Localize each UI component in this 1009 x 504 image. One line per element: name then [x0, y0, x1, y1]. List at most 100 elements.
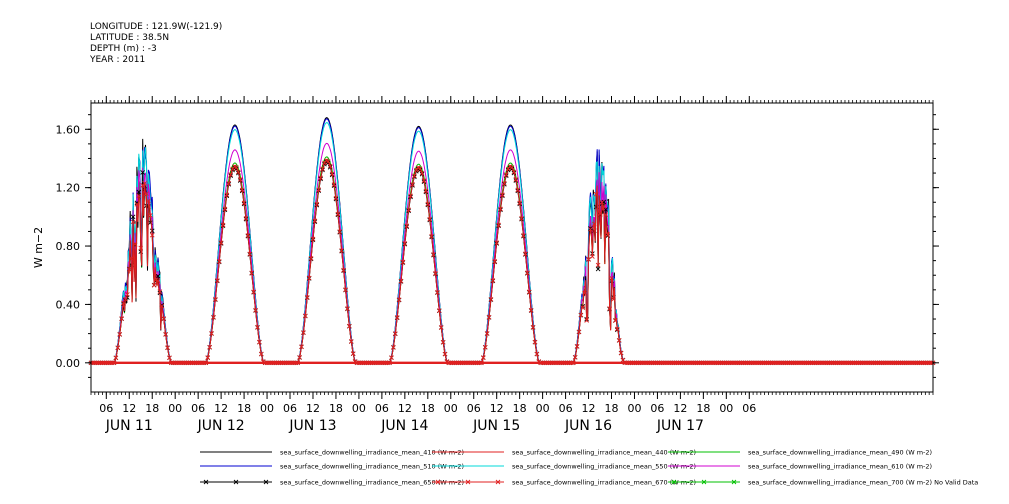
- series-marker-7: [605, 232, 611, 237]
- series-marker-7: [603, 212, 609, 217]
- series-marker-7: [394, 315, 400, 320]
- series-marker-6: [130, 214, 136, 220]
- series-marker-7: [431, 252, 436, 257]
- legend-label: sea_surface_downwelling_irradiance_mean_…: [512, 479, 696, 487]
- legend-entry-2: sea_surface_downwelling_irradiance_mean_…: [668, 449, 932, 457]
- series-marker-7: [132, 241, 138, 247]
- series-marker-7: [343, 287, 348, 292]
- series-marker-7: [128, 256, 134, 261]
- series-marker-7: [391, 345, 396, 350]
- series-marker-7: [524, 270, 530, 276]
- x-tick-label: 18: [421, 402, 435, 415]
- series-marker-7: [241, 200, 247, 206]
- series-marker-7: [586, 256, 591, 262]
- series-marker-7: [136, 193, 142, 198]
- series-marker-7: [310, 236, 316, 242]
- series-marker-7: [345, 306, 350, 311]
- legend-marker: [435, 479, 441, 485]
- series-marker-7: [304, 295, 310, 300]
- x-tick-label: 06: [467, 402, 481, 415]
- legend-marker: [671, 479, 677, 485]
- series-marker-7: [257, 339, 262, 345]
- series-marker-7: [410, 182, 415, 187]
- series-marker-7: [429, 233, 434, 239]
- x-tick-label: 12: [582, 402, 596, 415]
- series-marker-7: [239, 187, 245, 193]
- series-marker-7: [165, 345, 170, 351]
- series-marker-7: [125, 292, 130, 297]
- series-marker-7: [492, 259, 498, 264]
- series-marker-7: [412, 173, 417, 179]
- x-tick-label: 12: [398, 402, 412, 415]
- legend-marker: [465, 479, 471, 485]
- legend-label: sea_surface_downwelling_irradiance_mean_…: [280, 463, 464, 471]
- series-marker-7: [392, 331, 398, 336]
- series-marker-7: [480, 355, 486, 360]
- series-marker-7: [318, 175, 323, 181]
- day-label: JUN 13: [288, 418, 336, 434]
- series-marker-7: [255, 324, 260, 330]
- series-marker-7: [224, 192, 230, 198]
- series-marker-7: [427, 216, 433, 222]
- series-marker-7: [419, 170, 425, 176]
- legend-entry-7: sea_surface_downwelling_irradiance_mean_…: [432, 479, 696, 487]
- series-marker-7: [574, 343, 580, 349]
- series-marker-7: [146, 198, 151, 204]
- x-tick-label: 00: [168, 402, 182, 415]
- series-marker-7: [205, 355, 211, 360]
- series-marker-7: [251, 289, 256, 295]
- series-marker-7: [572, 354, 578, 360]
- x-tick-label: 18: [329, 402, 343, 415]
- legend-label: sea_surface_downwelling_irradiance_mean_…: [512, 449, 696, 457]
- year-label: YEAR : 2011: [90, 55, 146, 65]
- series-marker-7: [435, 289, 440, 295]
- series-marker-7: [433, 271, 438, 276]
- series-marker-7: [593, 191, 599, 197]
- series-marker-7: [488, 296, 494, 302]
- series-3: [91, 118, 933, 364]
- series-marker-7: [234, 165, 239, 170]
- series-marker-7: [530, 324, 536, 330]
- x-tick-label: 06: [191, 402, 205, 415]
- series-marker-7: [130, 219, 136, 225]
- x-tick-label: 12: [122, 402, 136, 415]
- series-marker-7: [576, 329, 582, 335]
- day-label: JUN 14: [380, 418, 428, 434]
- series-marker-7: [519, 216, 524, 221]
- series-marker-7: [121, 300, 126, 306]
- series-marker-7: [144, 191, 149, 197]
- legend-entry-5: sea_surface_downwelling_irradiance_mean_…: [668, 463, 932, 471]
- series-marker-7: [425, 201, 431, 207]
- x-tick-label: 00: [260, 402, 274, 415]
- series-marker-7: [498, 206, 503, 212]
- series-marker-7: [609, 275, 614, 281]
- x-tick-label: 00: [627, 402, 641, 415]
- legend-label: sea_surface_downwelling_irradiance_mean_…: [748, 479, 978, 487]
- series-marker-7: [404, 223, 410, 229]
- series-marker-7: [607, 306, 612, 311]
- series-marker-7: [521, 233, 526, 238]
- series-marker-7: [167, 355, 172, 361]
- series-marker-7: [599, 199, 605, 205]
- x-tick-label: 18: [145, 402, 159, 415]
- series-marker-7: [532, 339, 538, 345]
- series-marker-6: [140, 170, 145, 175]
- series-marker-7: [590, 254, 595, 259]
- series-marker-6: [136, 189, 142, 195]
- series-marker-7: [249, 270, 255, 276]
- series-marker-7: [616, 337, 622, 343]
- series-marker-6: [588, 226, 593, 231]
- series-marker-7: [211, 314, 216, 320]
- series-marker-7: [482, 344, 488, 350]
- legend-marker: [495, 479, 501, 485]
- x-tick-label: 06: [283, 402, 297, 415]
- series-marker-7: [126, 266, 132, 272]
- series-line-4: [91, 122, 933, 364]
- series-marker-7: [113, 355, 119, 361]
- series-marker-7: [421, 178, 427, 183]
- series-marker-7: [123, 296, 128, 302]
- series-marker-7: [611, 296, 616, 302]
- series-marker-7: [398, 278, 404, 284]
- series-marker-7: [423, 188, 429, 194]
